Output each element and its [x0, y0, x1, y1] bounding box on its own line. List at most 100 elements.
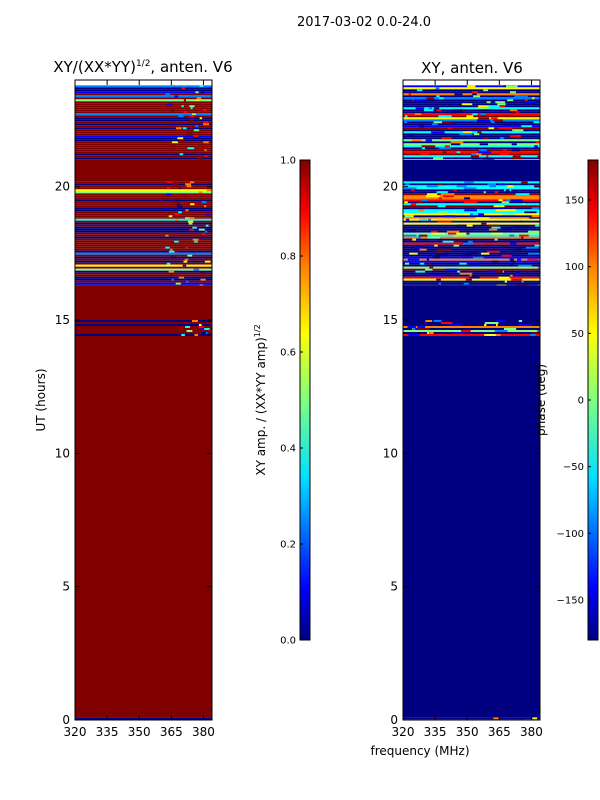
heatmap-cell [168, 250, 175, 253]
heatmap-cell [480, 113, 486, 116]
heatmap-row [403, 248, 540, 251]
heatmap-row [75, 151, 212, 154]
heatmap-cell [426, 185, 438, 188]
heatmap-cell [494, 238, 498, 241]
x-tick-label: 320 [392, 725, 415, 739]
heatmap-row [75, 143, 212, 146]
heatmap-cell [432, 256, 441, 259]
heatmap-cell [166, 193, 171, 196]
heatmap-cell [165, 207, 169, 210]
left-panel: XY/(XX*YY)1/2, anten. V6 320 335 350 365 380… [34, 58, 233, 739]
heatmap-cell [173, 183, 179, 186]
heatmap-cell [486, 101, 491, 104]
heatmap-cell [198, 326, 205, 328]
heatmap-cell [438, 197, 443, 200]
heatmap-row [403, 228, 540, 231]
heatmap-cell [529, 217, 540, 219]
left-colorbar: 0.0 0.2 0.4 0.6 0.8 1.0 XY amp. / (XX*YY amp)… [253, 156, 311, 647]
heatmap-cell [505, 85, 518, 88]
heatmap-cell [168, 211, 171, 214]
heatmap-cell [200, 328, 203, 330]
heatmap-row [403, 250, 540, 253]
heatmap-row [75, 246, 212, 249]
heatmap-cell [448, 232, 457, 235]
heatmap-cell [166, 181, 173, 184]
heatmap-cell [175, 218, 179, 221]
heatmap-cell [516, 284, 530, 286]
heatmap-row [75, 203, 212, 206]
heatmap-cell [183, 195, 187, 198]
heatmap-cell [442, 151, 447, 154]
heatmap-cell [428, 262, 431, 265]
heatmap-cell [189, 147, 195, 150]
heatmap-cell [420, 153, 429, 156]
heatmap-row [75, 95, 212, 98]
heatmap-cell [531, 215, 540, 218]
heatmap-cell [471, 153, 482, 156]
heatmap-cell [499, 127, 513, 130]
heatmap-cell [442, 195, 449, 198]
heatmap-cell [206, 189, 212, 192]
heatmap-row [75, 234, 212, 237]
heatmap-cell [199, 85, 204, 88]
heatmap-cell [179, 139, 185, 142]
heatmap-cell [421, 147, 426, 150]
left-title: XY/(XX*YY)1/2, anten. V6 [53, 58, 232, 76]
heatmap-cell [476, 119, 491, 122]
heatmap-cell [189, 228, 194, 231]
heatmap-cell [471, 159, 485, 160]
heatmap-row [75, 284, 212, 286]
heatmap-row [75, 119, 212, 122]
heatmap-cell [192, 238, 199, 241]
heatmap-row [75, 127, 212, 130]
heatmap-cell [189, 115, 195, 118]
heatmap-row [403, 111, 540, 114]
heatmap-cell [477, 217, 490, 219]
heatmap-row [403, 197, 540, 200]
heatmap-cell [404, 262, 410, 265]
heatmap-row [403, 117, 540, 120]
heatmap-cell [456, 224, 467, 227]
heatmap-cell [187, 254, 193, 257]
heatmap-row [75, 328, 212, 330]
heatmap-cell [428, 107, 433, 110]
heatmap-row [75, 222, 212, 225]
heatmap-row [403, 107, 540, 110]
heatmap-cell [170, 256, 176, 259]
heatmap-cell [171, 85, 176, 88]
heatmap-cell [419, 262, 425, 265]
heatmap-cell [429, 266, 434, 269]
heatmap-cell [193, 268, 200, 271]
heatmap-cell [404, 121, 408, 124]
heatmap-cell [204, 205, 207, 208]
heatmap-row [75, 217, 212, 219]
heatmap-cell [171, 141, 178, 144]
heatmap-cell [538, 135, 540, 138]
heatmap-row [75, 185, 212, 188]
heatmap-cell [204, 149, 207, 152]
heatmap-row [75, 276, 212, 279]
heatmap-row [75, 330, 212, 332]
x-tick-label: 380 [520, 725, 543, 739]
heatmap-cell [463, 282, 469, 285]
heatmap-row [75, 332, 212, 334]
heatmap-cell [534, 244, 540, 247]
heatmap-cell [431, 127, 439, 130]
heatmap-cell [442, 121, 454, 124]
heatmap-row [75, 224, 212, 227]
heatmap-row [403, 332, 540, 334]
heatmap-cell [424, 109, 434, 112]
heatmap-cell [479, 143, 489, 146]
heatmap-cell [495, 209, 508, 212]
heatmap-row [403, 139, 540, 142]
heatmap-cell [461, 254, 471, 257]
heatmap-cell [500, 113, 512, 116]
heatmap-cell [488, 105, 500, 108]
heatmap-row [403, 127, 540, 130]
heatmap-row [75, 252, 212, 255]
heatmap-row [403, 258, 540, 261]
heatmap-cell [403, 238, 412, 241]
heatmap-cell [466, 224, 473, 227]
heatmap-cell [178, 115, 184, 118]
right-colorbar-label: phase (deg) [534, 364, 548, 436]
